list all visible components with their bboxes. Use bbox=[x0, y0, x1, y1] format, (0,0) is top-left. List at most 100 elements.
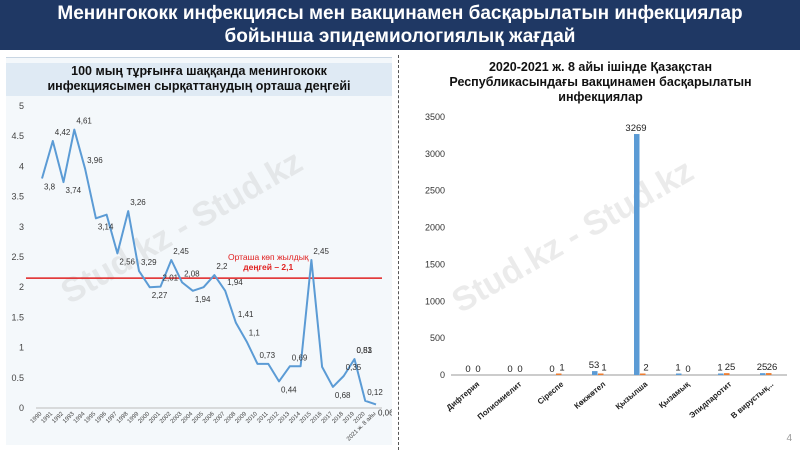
bar bbox=[634, 134, 640, 375]
data-label: 1,94 bbox=[227, 278, 243, 287]
bar-value-label: 0 bbox=[507, 364, 512, 375]
data-label: 1,1 bbox=[249, 329, 261, 338]
y-tick-label: 1.5 bbox=[11, 312, 24, 322]
y-tick-label: 2.5 bbox=[11, 252, 24, 262]
y-tick-label: 500 bbox=[430, 333, 445, 343]
data-label: 0,12 bbox=[367, 388, 383, 397]
category-label: Қызамық bbox=[657, 380, 691, 411]
y-tick-label: 1500 bbox=[425, 259, 445, 269]
bar-value-label: 53 bbox=[589, 360, 600, 371]
data-label: 3,74 bbox=[66, 186, 82, 195]
bar-value-label: 1 bbox=[675, 363, 680, 374]
category-label: Полиомиелит bbox=[476, 380, 524, 422]
bar-value-label: 26 bbox=[767, 362, 778, 373]
bar-value-label: 0 bbox=[465, 364, 470, 375]
bar-value-label: 0 bbox=[517, 364, 522, 375]
panel-divider bbox=[398, 55, 399, 450]
bar bbox=[766, 373, 772, 375]
bar-value-label: 1 bbox=[601, 363, 606, 374]
right-chart-title: 2020-2021 ж. 8 айы ішінде Қазақстан Респ… bbox=[407, 60, 794, 105]
data-label: 3,26 bbox=[130, 198, 146, 207]
left-chart-title-line2: инфекциясымен сырқаттанудың орташа деңге… bbox=[47, 79, 351, 93]
right-chart-panel: 2020-2021 ж. 8 айы ішінде Қазақстан Респ… bbox=[407, 57, 794, 445]
bar-value-label: 0 bbox=[475, 364, 480, 375]
y-tick-label: 0 bbox=[19, 403, 24, 413]
left-chart-title-line1: 100 мың тұрғынға шаққанда менингококк bbox=[71, 64, 327, 78]
y-tick-label: 0 bbox=[440, 370, 445, 380]
left-chart-title: 100 мың тұрғынға шаққанда менингококк ин… bbox=[6, 63, 392, 96]
bar-value-label: 1 bbox=[559, 363, 564, 374]
average-label-line1: Орташа көп жылдық bbox=[228, 252, 309, 262]
category-label: Дифтерия bbox=[445, 379, 482, 412]
slide-header: Менингококк инфекциясы мен вакцинамен ба… bbox=[0, 0, 800, 50]
data-label: 3,29 bbox=[141, 258, 157, 267]
bar-value-label: 3269 bbox=[625, 123, 646, 134]
y-tick-label: 2 bbox=[19, 282, 24, 292]
y-tick-label: 0.5 bbox=[11, 373, 24, 383]
bar bbox=[592, 371, 598, 375]
data-label: 2,2 bbox=[216, 262, 228, 271]
y-tick-label: 3 bbox=[19, 222, 24, 232]
y-tick-label: 3000 bbox=[425, 149, 445, 159]
data-label: 0,81 bbox=[356, 346, 372, 355]
data-label: 2,45 bbox=[313, 247, 329, 256]
series-line bbox=[41, 128, 377, 406]
y-tick-label: 3.5 bbox=[11, 192, 24, 202]
slide-title-line1: Менингококк инфекциясы мен вакцинамен ба… bbox=[57, 3, 743, 24]
left-chart-panel: 100 мың тұрғынға шаққанда менингококк ин… bbox=[6, 57, 392, 445]
data-label: 0,53 bbox=[356, 346, 372, 355]
bar bbox=[760, 373, 766, 375]
y-tick-label: 4.5 bbox=[11, 131, 24, 141]
page-number: 4 bbox=[786, 433, 792, 444]
bar bbox=[556, 373, 562, 375]
bar-value-label: 25 bbox=[725, 362, 736, 373]
y-tick-label: 2500 bbox=[425, 186, 445, 196]
data-label: 3,14 bbox=[98, 222, 114, 231]
category-label: Эпидпаротит bbox=[688, 380, 734, 420]
data-label: 0,35 bbox=[346, 363, 362, 372]
y-tick-label: 2000 bbox=[425, 223, 445, 233]
average-label-line2: деңгей – 2,1 bbox=[243, 262, 293, 272]
bar bbox=[676, 373, 682, 375]
data-label: 0,69 bbox=[292, 353, 308, 362]
bar-value-label: 1 bbox=[717, 363, 722, 374]
right-chart-title-line2: Республикасындағы вакцинамен басқарылаты… bbox=[449, 75, 752, 89]
bar bbox=[724, 373, 730, 375]
y-tick-label: 5 bbox=[19, 101, 24, 111]
data-label: 0,44 bbox=[281, 385, 297, 394]
category-label: Сіреспе bbox=[536, 379, 566, 406]
bar-value-label: 0 bbox=[549, 364, 554, 375]
bar-value-label: 2 bbox=[643, 363, 648, 374]
y-tick-label: 3500 bbox=[425, 112, 445, 122]
x-tick-label: 2010 bbox=[245, 411, 259, 425]
data-label: 4,61 bbox=[76, 117, 92, 126]
bar bbox=[598, 373, 604, 375]
category-label: Көкжөтел bbox=[573, 380, 608, 411]
data-label: 0,06 bbox=[378, 408, 392, 417]
data-label: 1,41 bbox=[238, 310, 254, 319]
data-label: 2,08 bbox=[184, 269, 200, 278]
bar-value-label: 25 bbox=[757, 362, 768, 373]
right-chart-title-line1: 2020-2021 ж. 8 айы ішінде Қазақстан bbox=[488, 60, 713, 74]
data-label: 3,96 bbox=[87, 156, 103, 165]
data-label: 3,8 bbox=[44, 182, 56, 191]
data-label: 2,56 bbox=[119, 257, 135, 266]
y-tick-label: 1 bbox=[19, 343, 24, 353]
meningococcal-line-chart: 00.511.522.533.544.551990199119921993199… bbox=[11, 101, 392, 443]
right-chart-title-line3: инфекциялар bbox=[558, 90, 643, 104]
data-label: 2,27 bbox=[152, 291, 168, 300]
y-tick-label: 1000 bbox=[425, 296, 445, 306]
data-label: 0,73 bbox=[259, 351, 275, 360]
data-label: 2,01 bbox=[163, 274, 179, 283]
data-label: 0,68 bbox=[335, 391, 351, 400]
data-label: 2,45 bbox=[173, 247, 189, 256]
y-tick-label: 4 bbox=[19, 161, 24, 171]
category-label: В вирустық... bbox=[729, 380, 775, 421]
bar bbox=[718, 373, 724, 375]
slide-title-line2: бойынша эпидемиологиялық жағдай bbox=[224, 26, 576, 47]
bar bbox=[640, 373, 646, 375]
data-label: 1,94 bbox=[195, 295, 211, 304]
category-label: Қызылша bbox=[614, 379, 650, 411]
data-label: 4,42 bbox=[55, 128, 71, 137]
